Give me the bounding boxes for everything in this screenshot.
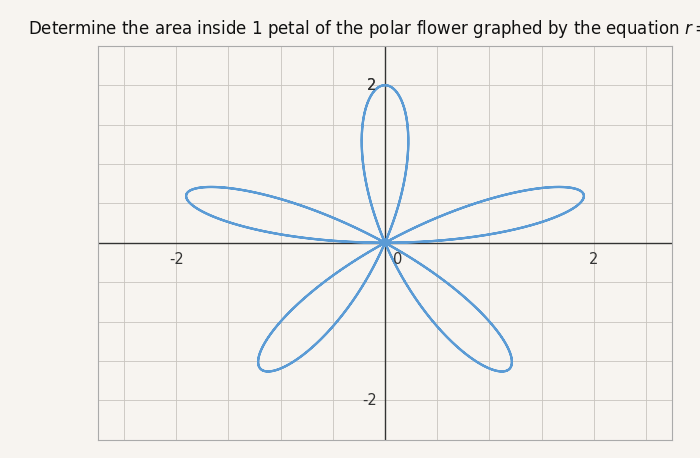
Text: 2: 2 — [589, 252, 598, 267]
Text: 2: 2 — [368, 78, 377, 93]
Text: -2: -2 — [362, 393, 377, 408]
Text: 2: 2 — [368, 78, 377, 93]
Text: Determine the area inside 1 petal of the polar flower graphed by the equation $r: Determine the area inside 1 petal of the… — [28, 18, 700, 40]
Text: -2: -2 — [169, 252, 183, 267]
Text: 0: 0 — [393, 252, 402, 267]
